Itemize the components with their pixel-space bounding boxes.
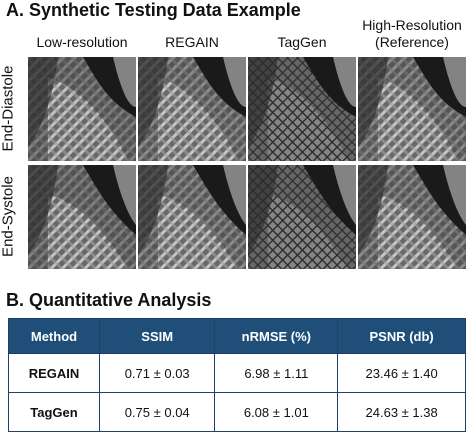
header-row: Method SSIM nRMSE (%) PSNR (db) [8,318,466,354]
metric-cell: 24.63 ± 1.38 [337,392,466,432]
method-cell: TagGen [8,392,100,432]
metric-cell: 6.08 ± 1.01 [214,392,339,432]
table-row: TagGen 0.75 ± 0.04 6.08 ± 1.01 24.63 ± 1.38 [8,392,466,432]
header-cell: nRMSE (%) [214,318,339,354]
metric-cell: 23.46 ± 1.40 [337,353,466,393]
row-label: End-Diastole [0,65,17,152]
metric-cell: 0.71 ± 0.03 [98,353,216,393]
table-row: REGAIN 0.71 ± 0.03 6.98 ± 1.11 23.46 ± 1.40 [8,353,466,393]
table-body: REGAIN 0.71 ± 0.03 6.98 ± 1.11 23.46 ± 1.40… [8,353,466,432]
results-table: Method SSIM nRMSE (%) PSNR (db) REGAIN 0.71 … [8,318,466,432]
mri-image [138,165,246,269]
mri-image [248,165,356,269]
metric-cell: 0.75 ± 0.04 [98,392,216,432]
header-cell: Method [8,318,100,354]
method-cell: REGAIN [8,353,100,393]
column-header: REGAIN [165,34,219,50]
column-header: High-Resolution (Reference) [362,17,462,50]
mri-image [28,165,136,269]
mri-image [248,57,356,161]
mri-image [358,57,466,161]
header-cell: PSNR (db) [337,318,466,354]
row-label: End-Systole [0,176,17,257]
panel-a-title: A. Synthetic Testing Data Example [6,0,301,20]
mri-image [28,57,136,161]
header-cell: SSIM [98,318,216,354]
column-header: TagGen [277,34,327,50]
panel-b-title: B. Quantitative Analysis [6,290,212,310]
mri-image [138,57,246,161]
column-header: Low-resolution [36,34,128,50]
mri-image [358,165,466,269]
metric-cell: 6.98 ± 1.11 [214,353,339,393]
